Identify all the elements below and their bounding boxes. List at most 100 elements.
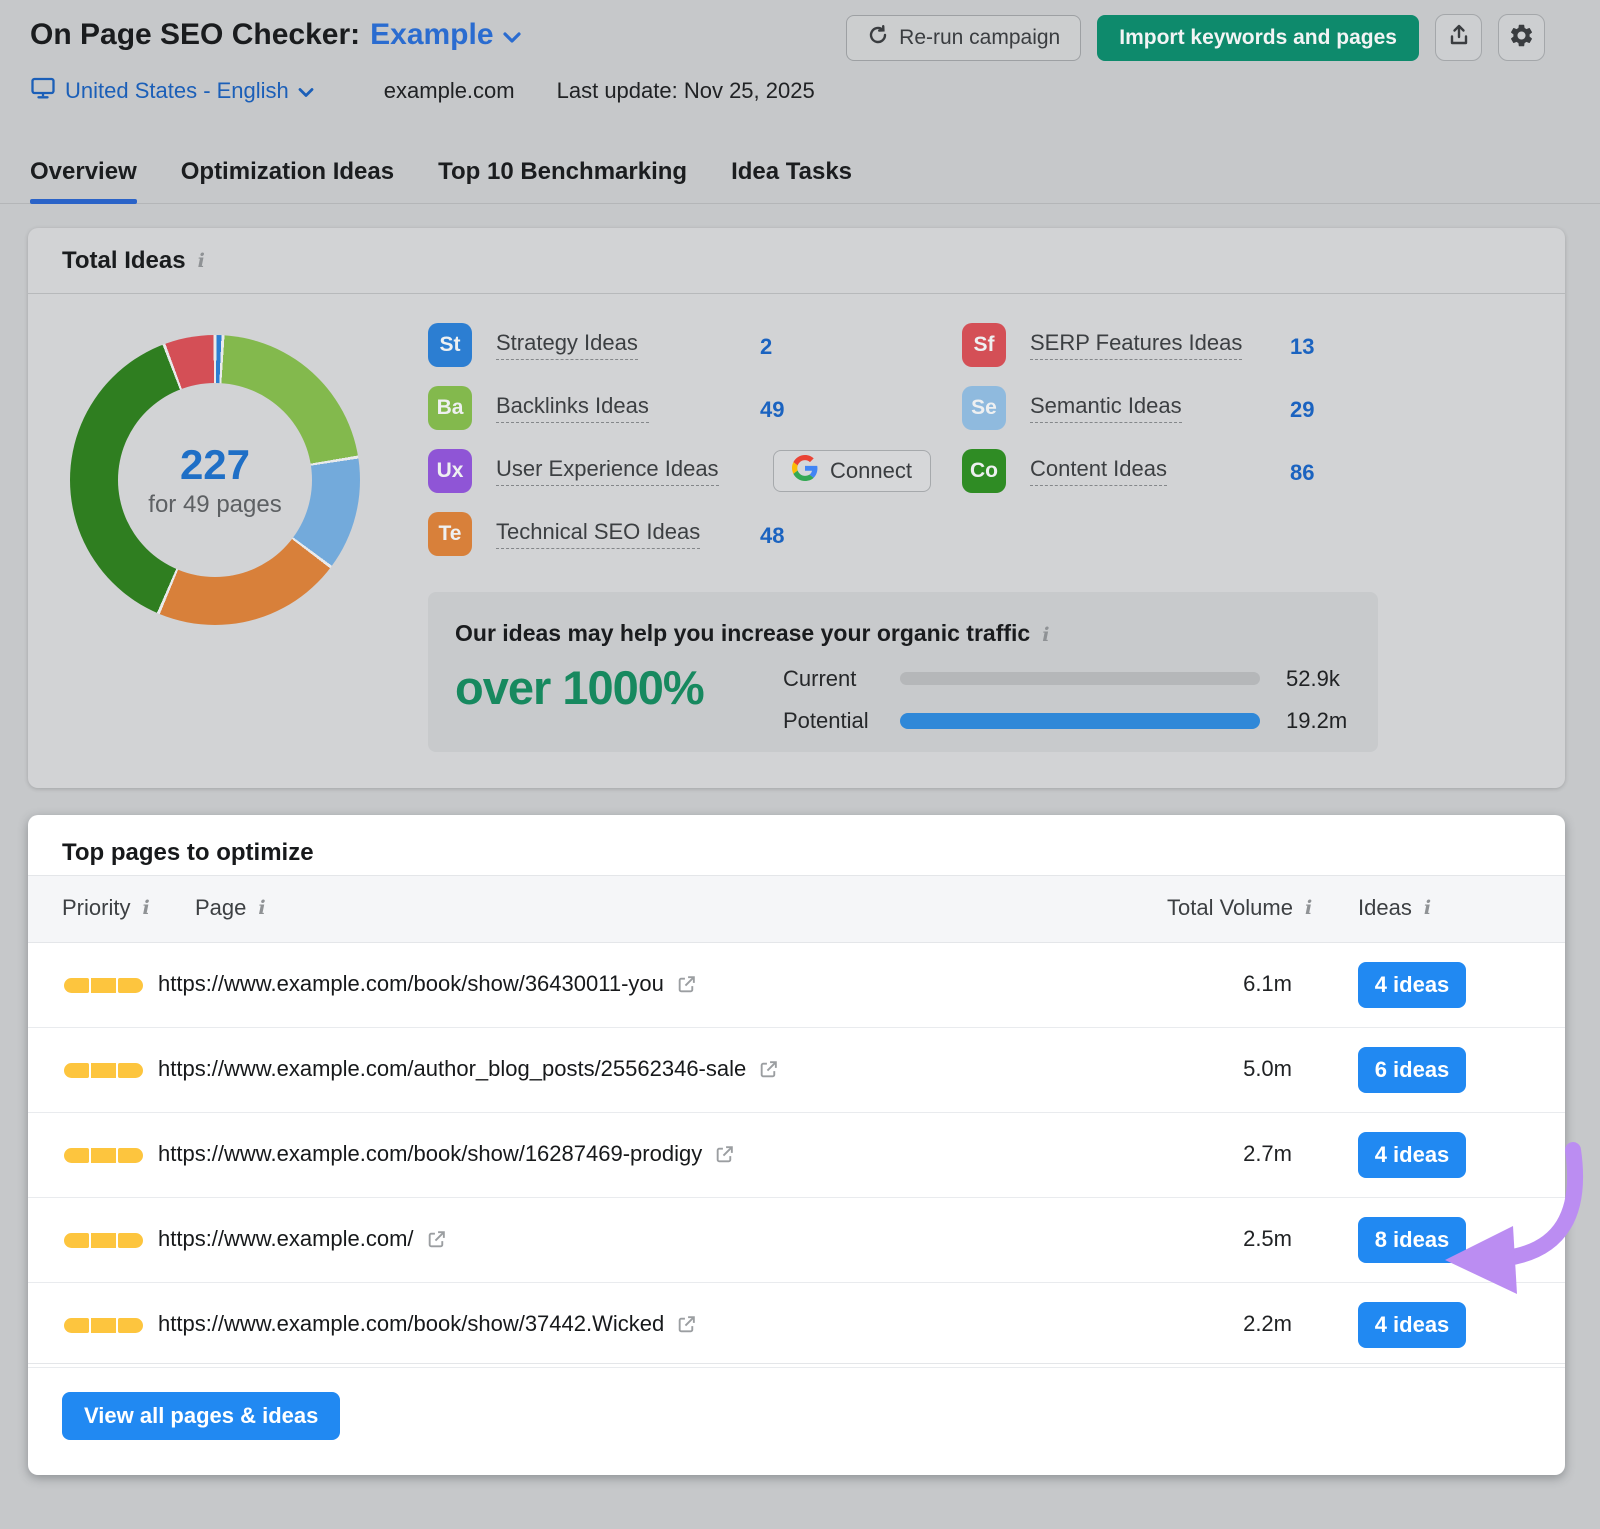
page-title: On Page SEO Checker: xyxy=(30,18,360,52)
table-row: https://www.example.com/book/show/364300… xyxy=(28,943,1565,1028)
share-upload-icon xyxy=(1447,23,1471,52)
content-ideas-link[interactable]: Content Ideas xyxy=(1030,456,1167,486)
category-semantic-ideas: Se Semantic Ideas xyxy=(962,386,1182,430)
page-header: On Page SEO Checker: Example xyxy=(30,18,522,52)
total-ideas-title: Total Ideas xyxy=(62,247,186,275)
column-page: Page xyxy=(195,895,266,921)
category-serp-features-ideas: Sf SERP Features Ideas xyxy=(962,323,1242,367)
view-all-pages-button[interactable]: View all pages & ideas xyxy=(62,1392,340,1440)
total-ideas-count: 227 xyxy=(180,441,250,489)
backlinks-ideas-link[interactable]: Backlinks Ideas xyxy=(496,393,649,423)
strategy-badge-icon: St xyxy=(428,323,472,367)
tab-top-10-benchmarking[interactable]: Top 10 Benchmarking xyxy=(438,150,687,203)
potential-traffic-value: 19.2m xyxy=(1286,708,1347,734)
page-url-link[interactable]: https://www.example.com/author_blog_post… xyxy=(158,1056,779,1082)
external-link-icon xyxy=(714,1144,735,1165)
technical-seo-ideas-count: 48 xyxy=(760,523,784,549)
serp-features-ideas-link[interactable]: SERP Features Ideas xyxy=(1030,330,1242,360)
ideas-button[interactable]: 4 ideas xyxy=(1358,1302,1466,1348)
campaign-domain: example.com xyxy=(384,78,515,104)
serp-features-badge-icon: Sf xyxy=(962,323,1006,367)
project-name: Example xyxy=(370,18,493,52)
category-backlinks-ideas: Ba Backlinks Ideas xyxy=(428,386,649,430)
table-body: https://www.example.com/book/show/364300… xyxy=(28,943,1565,1368)
tab-overview[interactable]: Overview xyxy=(30,150,137,203)
import-keywords-button[interactable]: Import keywords and pages xyxy=(1097,15,1419,61)
tab-bar: Overview Optimization Ideas Top 10 Bench… xyxy=(0,150,1600,204)
priority-indicator xyxy=(64,1318,143,1333)
table-footer: View all pages & ideas xyxy=(28,1363,1565,1364)
rerun-campaign-button[interactable]: Re-run campaign xyxy=(846,15,1081,61)
locale-selector[interactable]: United States - English xyxy=(30,76,314,106)
semantic-ideas-count: 29 xyxy=(1290,397,1314,423)
info-icon[interactable] xyxy=(258,897,265,919)
table-row: https://www.example.com/book/show/37442.… xyxy=(28,1283,1565,1368)
info-icon[interactable] xyxy=(1042,624,1049,646)
organic-traffic-panel: Our ideas may help you increase your org… xyxy=(428,592,1378,752)
backlinks-badge-icon: Ba xyxy=(428,386,472,430)
column-total-volume: Total Volume xyxy=(1167,895,1312,921)
device-monitor-icon xyxy=(30,76,56,106)
category-technical-seo-ideas: Te Technical SEO Ideas xyxy=(428,512,700,556)
total-volume-value: 2.5m xyxy=(1243,1226,1292,1252)
ideas-button[interactable]: 6 ideas xyxy=(1358,1047,1466,1093)
category-strategy-ideas: St Strategy Ideas xyxy=(428,323,638,367)
info-icon[interactable] xyxy=(142,897,149,919)
chevron-down-icon xyxy=(502,18,522,52)
refresh-icon xyxy=(867,24,889,52)
table-row-highlighted: https://www.example.com/ 2.5m 8 ideas xyxy=(28,1198,1565,1283)
content-badge-icon: Co xyxy=(962,449,1006,493)
total-ideas-body: 227 for 49 pages St Strategy Ideas 2 Ba … xyxy=(28,294,1565,787)
semantic-badge-icon: Se xyxy=(962,386,1006,430)
priority-indicator xyxy=(64,1148,143,1163)
priority-indicator xyxy=(64,1233,143,1248)
google-logo-icon xyxy=(792,455,818,487)
external-link-icon xyxy=(676,1314,697,1335)
semantic-ideas-link[interactable]: Semantic Ideas xyxy=(1030,393,1182,423)
ideas-button[interactable]: 4 ideas xyxy=(1358,1132,1466,1178)
current-traffic-value: 52.9k xyxy=(1286,666,1340,692)
export-button[interactable] xyxy=(1435,14,1482,61)
category-user-experience-ideas: Ux User Experience Ideas xyxy=(428,449,719,493)
campaign-meta: United States - English example.com Last… xyxy=(30,76,815,106)
tab-idea-tasks[interactable]: Idea Tasks xyxy=(731,150,852,203)
priority-indicator xyxy=(64,1063,143,1078)
donut-center: 227 for 49 pages xyxy=(118,383,312,577)
page-url-link[interactable]: https://www.example.com/book/show/162874… xyxy=(158,1141,735,1167)
total-volume-value: 5.0m xyxy=(1243,1056,1292,1082)
info-icon[interactable] xyxy=(1305,897,1312,919)
user-experience-ideas-link[interactable]: User Experience Ideas xyxy=(496,456,719,486)
header-actions: Re-run campaign Import keywords and page… xyxy=(846,14,1545,61)
serp-features-ideas-count: 13 xyxy=(1290,334,1314,360)
traffic-boost-value: over 1000% xyxy=(455,660,704,715)
total-volume-value: 2.7m xyxy=(1243,1141,1292,1167)
info-icon[interactable] xyxy=(198,250,205,272)
tab-optimization-ideas[interactable]: Optimization Ideas xyxy=(181,150,394,203)
info-icon[interactable] xyxy=(1424,897,1431,919)
table-row: https://www.example.com/author_blog_post… xyxy=(28,1028,1565,1113)
column-priority: Priority xyxy=(62,895,150,921)
google-connect-button[interactable]: Connect xyxy=(773,450,931,492)
project-selector[interactable]: Example xyxy=(370,18,521,52)
total-ideas-donut-chart: 227 for 49 pages xyxy=(70,335,360,625)
total-volume-value: 2.2m xyxy=(1243,1311,1292,1337)
priority-indicator xyxy=(64,978,143,993)
strategy-ideas-link[interactable]: Strategy Ideas xyxy=(496,330,638,360)
backlinks-ideas-count: 49 xyxy=(760,397,784,423)
ideas-button-highlighted[interactable]: 8 ideas xyxy=(1358,1217,1466,1263)
table-header-row: Priority Page Total Volume Ideas xyxy=(28,875,1565,943)
top-pages-card: Top pages to optimize Priority Page Tota… xyxy=(28,815,1565,1475)
traffic-heading: Our ideas may help you increase your org… xyxy=(455,620,1049,647)
settings-button[interactable] xyxy=(1498,14,1545,61)
technical-seo-ideas-link[interactable]: Technical SEO Ideas xyxy=(496,519,700,549)
external-link-icon xyxy=(426,1229,447,1250)
page-url-link[interactable]: https://www.example.com/ xyxy=(158,1226,447,1252)
external-link-icon xyxy=(676,974,697,995)
ideas-button[interactable]: 4 ideas xyxy=(1358,962,1466,1008)
last-update: Last update: Nov 25, 2025 xyxy=(557,78,815,104)
potential-traffic-bar xyxy=(900,713,1260,729)
page-url-link[interactable]: https://www.example.com/book/show/364300… xyxy=(158,971,697,997)
strategy-ideas-count: 2 xyxy=(760,334,772,360)
current-label: Current xyxy=(783,666,856,692)
page-url-link[interactable]: https://www.example.com/book/show/37442.… xyxy=(158,1311,697,1337)
